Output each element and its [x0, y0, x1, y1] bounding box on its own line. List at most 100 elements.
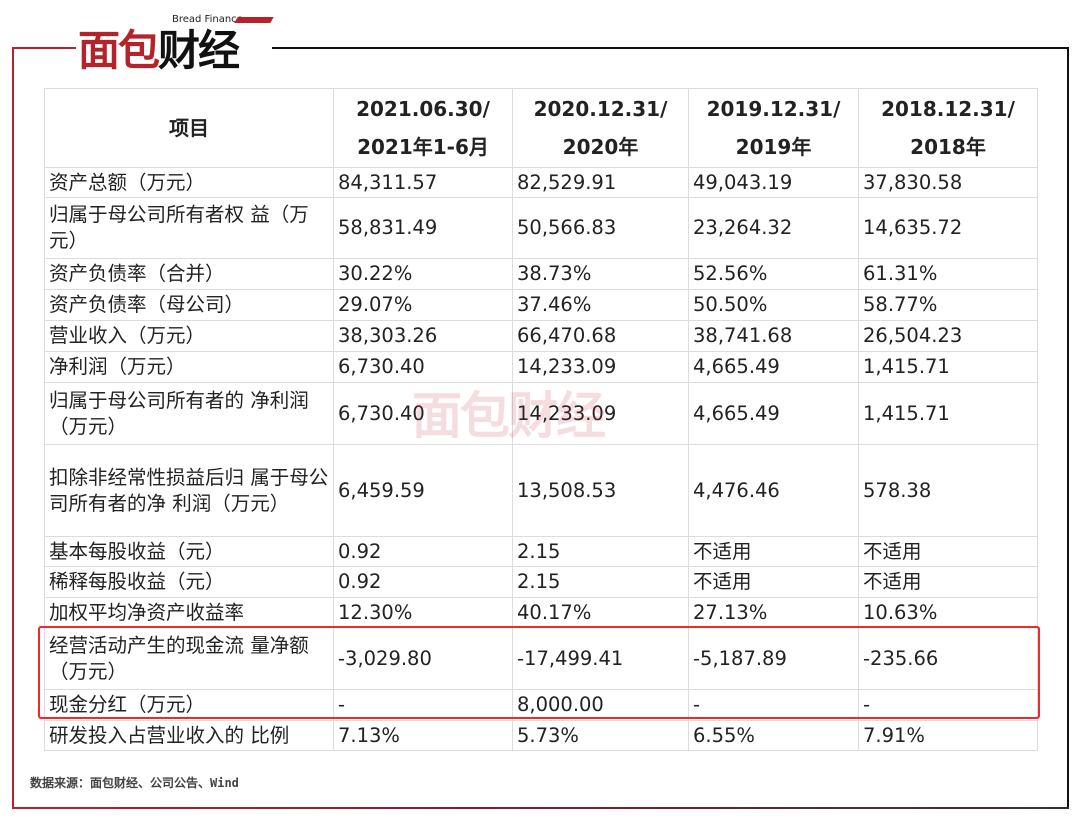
financial-table: 项目 2021.06.30/2021年1-6月 2020.12.31/2020年 20… — [44, 88, 1038, 751]
table-row: 现金分红（万元） -8,000.00- - — [44, 689, 1038, 721]
table-row: 资产负债率（母公司） 29.07% 37.46% 50.50% 58.77% — [44, 289, 1038, 321]
cell-value: 14,233.09 — [512, 351, 689, 383]
row-label: 扣除非经常性损益后归 属于母公司所有者的净 利润（万元） — [44, 444, 334, 537]
cell-value: 1,415.71 — [858, 351, 1038, 383]
cell-value: 58.77% — [858, 289, 1038, 321]
cell-value: - — [858, 689, 1038, 721]
cell-value: - — [333, 689, 513, 721]
cell-value: 4,665.49 — [688, 351, 859, 383]
cell-value: 1,415.71 — [858, 382, 1038, 445]
cell-value: -3,029.80 — [333, 627, 513, 690]
table-header-row: 项目 2021.06.30/2021年1-6月 2020.12.31/2020年 20… — [44, 88, 1038, 168]
cell-value: 66,470.68 — [512, 320, 689, 352]
cell-value: 578.38 — [858, 444, 1038, 537]
cell-value: 5.73% — [512, 720, 689, 751]
cell-value: 27.13% — [688, 597, 859, 628]
column-header-line: 2021.06.30/ — [356, 97, 490, 121]
frame-border-top-accent — [12, 47, 76, 49]
cell-value: 14,635.72 — [858, 197, 1038, 259]
cell-value: 40.17% — [512, 597, 689, 628]
column-header: 项目 — [44, 88, 334, 168]
column-header-line: 2019.12.31/ — [706, 97, 841, 121]
cell-value: 26,504.23 — [858, 320, 1038, 352]
row-label: 资产负债率（母公司） — [44, 289, 334, 321]
cell-value: 0.92 — [333, 536, 513, 567]
table-row: 营业收入（万元） 38,303.26 66,470.68 38,741.68 26,50… — [44, 320, 1038, 352]
logo-accent-bar — [234, 17, 274, 23]
row-label: 归属于母公司所有者权 益（万元） — [44, 197, 334, 259]
cell-value: 0.92 — [333, 566, 513, 598]
row-label: 资产负债率（合并） — [44, 258, 334, 290]
cell-value: 7.13% — [333, 720, 513, 751]
row-label: 资产总额（万元） — [44, 167, 334, 198]
frame-border-right — [1067, 47, 1069, 809]
logo-red-text: 面包 — [78, 26, 160, 75]
column-header-line: 2019年 — [735, 135, 812, 159]
table-row: 资产负债率（合并） 30.22% 38.73% 52.56% 61.31% — [44, 258, 1038, 290]
brand-logo: Bread Finance 面包财经 — [78, 14, 274, 76]
cell-value: 37.46% — [512, 289, 689, 321]
frame-border-left — [12, 47, 14, 809]
data-source-note: 数据来源：面包财经、公司公告、Wind — [30, 776, 239, 790]
column-header-line: 2018年 — [910, 135, 986, 159]
cell-value: 84,311.57 — [333, 167, 513, 198]
row-label: 归属于母公司所有者的 净利润（万元） — [44, 382, 334, 445]
cell-value: 61.31% — [858, 258, 1038, 290]
logo-wordmark: 面包财经 — [78, 26, 240, 76]
cell-value: 7.91% — [858, 720, 1038, 751]
table-row: 扣除非经常性损益后归 属于母公司所有者的净 利润（万元） 6,459.59 13,5… — [44, 444, 1038, 537]
cell-value: 50.50% — [688, 289, 859, 321]
cell-value: -5,187.89 — [688, 627, 859, 690]
cell-value: 不适用 — [858, 536, 1038, 567]
cell-value: 49,043.19 — [688, 167, 859, 198]
column-header: 2020.12.31/2020年 — [512, 88, 689, 168]
column-header: 2021.06.30/2021年1-6月 — [333, 88, 513, 168]
cell-value: 37,830.58 — [858, 167, 1038, 198]
cell-value: 10.63% — [858, 597, 1038, 628]
cell-value: 2.15 — [512, 566, 689, 598]
row-label: 净利润（万元） — [44, 351, 334, 383]
cell-value: 不适用 — [858, 566, 1038, 598]
cell-value: 6,730.40 — [333, 351, 513, 383]
cell-value: 14,233.09 — [512, 382, 689, 445]
cell-value: - — [688, 689, 859, 721]
cell-value: -235.66 — [858, 627, 1038, 690]
cell-value: 12.30% — [333, 597, 513, 628]
row-label: 研发投入占营业收入的 比例 — [44, 720, 334, 751]
table-row: 稀释每股收益（元） 0.92 2.15 不适用 不适用 — [44, 566, 1038, 598]
cell-value: 23,264.32 — [688, 197, 859, 259]
table-row: 基本每股收益（元） 0.92 2.15 不适用 不适用 — [44, 536, 1038, 567]
cell-value: 13,508.53 — [512, 444, 689, 537]
cell-value: 82,529.91 — [512, 167, 689, 198]
row-label: 加权平均净资产收益率 — [44, 597, 334, 628]
logo-black-text: 财经 — [158, 26, 240, 75]
cell-value: 52.56% — [688, 258, 859, 290]
column-header: 2018.12.31/2018年 — [858, 88, 1038, 168]
table-row: 归属于母公司所有者的 净利润（万元） 6,730.40 14,233.09 4,665… — [44, 382, 1038, 445]
column-header: 2019.12.31/2019年 — [688, 88, 859, 168]
cell-value: 30.22% — [333, 258, 513, 290]
cell-value: 38.73% — [512, 258, 689, 290]
row-label: 营业收入（万元） — [44, 320, 334, 352]
cell-value: 29.07% — [333, 289, 513, 321]
row-label: 现金分红（万元） — [44, 689, 334, 721]
row-label: 基本每股收益（元） — [44, 536, 334, 567]
cell-value: 38,303.26 — [333, 320, 513, 352]
frame-border-bottom — [12, 807, 1069, 809]
cell-value: 58,831.49 — [333, 197, 513, 259]
cell-value: 2.15 — [512, 536, 689, 567]
cell-value: 不适用 — [688, 566, 859, 598]
cell-value: 8,000.00 — [512, 689, 689, 721]
cell-value: 38,741.68 — [688, 320, 859, 352]
table-row: 资产总额（万元） 84,311.57 82,529.91 49,043.19 37,83… — [44, 167, 1038, 198]
row-label: 经营活动产生的现金流 量净额（万元） — [44, 627, 334, 690]
table-row: 归属于母公司所有者权 益（万元） 58,831.49 50,566.83 23,264… — [44, 197, 1038, 259]
frame-border-top — [272, 47, 1069, 49]
column-header-line: 项目 — [169, 116, 209, 140]
cell-value: 4,476.46 — [688, 444, 859, 537]
table-row: 加权平均净资产收益率 12.30% 40.17% 27.13% 10.63% — [44, 597, 1038, 628]
cell-value: 不适用 — [688, 536, 859, 567]
logo-subtitle: Bread Finance — [172, 14, 243, 25]
cell-value: -17,499.41 — [512, 627, 689, 690]
